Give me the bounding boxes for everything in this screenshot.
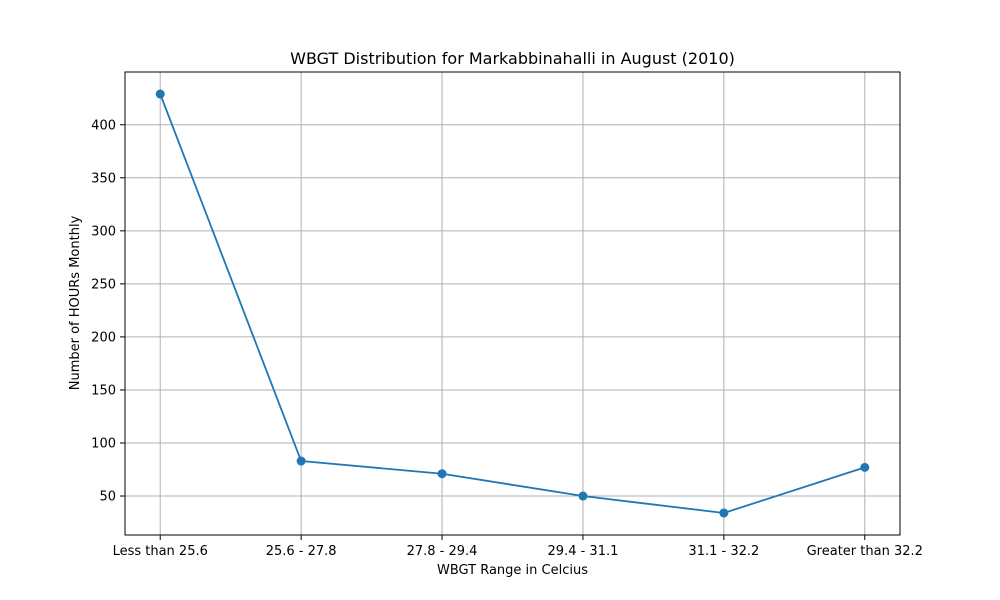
data-point	[860, 462, 870, 472]
x-tick-label: Greater than 32.2	[807, 544, 923, 559]
y-tick-label: 200	[91, 330, 116, 345]
x-axis-title: WBGT Range in Celcius	[437, 563, 588, 578]
chart-title: WBGT Distribution for Markabbinahalli in…	[290, 49, 735, 68]
series-line	[159, 93, 866, 514]
y-tick-label: 100	[91, 436, 116, 451]
y-tick-label: 400	[91, 118, 116, 133]
data-series	[155, 89, 870, 518]
data-point	[437, 469, 447, 479]
y-tick-label: 150	[91, 383, 116, 398]
x-tick-label: 31.1 - 32.2	[688, 544, 759, 559]
x-tick-label: 25.6 - 27.8	[266, 544, 337, 559]
data-point	[719, 508, 729, 518]
y-tick-label: 350	[91, 171, 116, 186]
data-point	[578, 491, 588, 501]
data-point	[155, 89, 165, 99]
x-tick-label: 29.4 - 31.1	[548, 544, 619, 559]
axis-ticks: Less than 25.6 25.6 - 27.8 27.8 - 29.4 29.4…	[91, 118, 923, 559]
plot-area-frame	[124, 71, 901, 536]
y-tick-label: 250	[91, 277, 116, 292]
x-tick-label: 27.8 - 29.4	[407, 544, 478, 559]
y-tick-label: 300	[91, 224, 116, 239]
x-tick-label: Less than 25.6	[113, 544, 208, 559]
grid-lines	[125, 72, 900, 535]
y-axis-title: Number of HOURs Monthly	[68, 215, 83, 390]
y-tick-label: 50	[99, 490, 116, 505]
data-point	[296, 456, 306, 466]
